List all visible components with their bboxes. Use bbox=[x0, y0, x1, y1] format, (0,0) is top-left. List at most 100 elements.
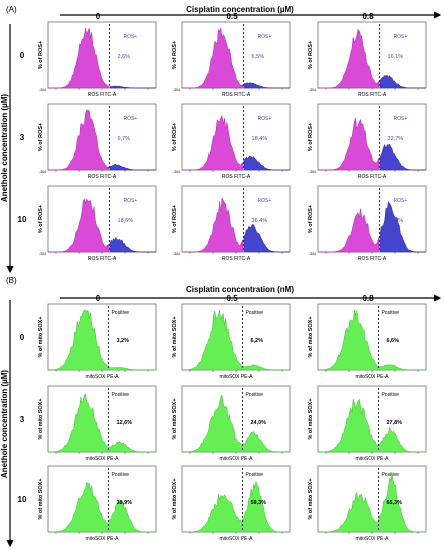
y-axis-label: % of ROS+ bbox=[172, 41, 178, 69]
gate-label: Positive bbox=[381, 392, 399, 398]
x-axis-label: ROS FITC-A bbox=[358, 256, 387, 262]
gate-label: Positive bbox=[245, 472, 263, 478]
column-header: 0.8 bbox=[362, 294, 374, 303]
y-axis-label: % of ROS+ bbox=[38, 41, 44, 69]
histogram-main-area bbox=[317, 309, 378, 371]
gate-label: Positive bbox=[245, 310, 263, 316]
y-axis-label: % of ROS+ bbox=[308, 41, 314, 69]
percent-positive-label: 32,7% bbox=[388, 136, 404, 142]
histogram-main-area bbox=[47, 309, 108, 371]
histogram-main-area bbox=[182, 115, 243, 171]
percent-positive-label: 6,6% bbox=[386, 338, 399, 344]
y-axis-label: % of mito SOX+ bbox=[308, 478, 314, 519]
histogram-b-r0-c2: Positive 6,6% % of mito SOX+ mitoSOX PE-A 0.… bbox=[308, 294, 427, 380]
gate-label: Positive bbox=[381, 472, 399, 478]
histogram-b-r2-c2: Positive 65,3% % of mito SOX+ mitoSOX PE-A bbox=[308, 465, 427, 542]
x-axis-label: mitoSOX PE-A bbox=[219, 456, 253, 462]
percent-positive-label: 12,6% bbox=[116, 420, 132, 426]
percent-positive-label: 2,6% bbox=[118, 54, 131, 60]
histogram-main-area bbox=[318, 208, 379, 253]
percent-positive-label: 62,3% bbox=[388, 218, 404, 224]
y-axis-label: % of ROS+ bbox=[38, 123, 44, 151]
x-tick-label-min: -304 bbox=[39, 88, 46, 92]
y-axis-label: % of ROS+ bbox=[172, 123, 178, 151]
histogram-positive-area bbox=[109, 236, 156, 253]
percent-positive-label: 59,3% bbox=[250, 500, 266, 506]
percent-positive-label: 3,2% bbox=[116, 338, 129, 344]
percent-positive-label: 36,4% bbox=[252, 218, 268, 224]
histogram-positive-area bbox=[378, 473, 426, 533]
histogram-positive-area bbox=[378, 426, 426, 453]
x-axis-label: ROS FITC-A bbox=[222, 256, 251, 262]
x-tick-label-min: -304 bbox=[173, 88, 180, 92]
gate-label: ROS+ bbox=[258, 198, 272, 204]
panel-a-grid: ROS+ 2,6% % of ROS+ ROS FITC-A -304 0 0 ROS+ 6,5… bbox=[18, 12, 427, 262]
row-header: 3 bbox=[20, 133, 25, 142]
y-axis-label: % of mito SOX+ bbox=[172, 316, 178, 357]
column-header: 0.5 bbox=[226, 12, 238, 21]
y-axis-label: % of ROS+ bbox=[308, 205, 314, 233]
x-axis-label: mitoSOX PE-A bbox=[219, 374, 253, 380]
histogram-positive-area bbox=[243, 224, 290, 253]
percent-positive-label: 6,2% bbox=[250, 338, 263, 344]
histogram-positive-area bbox=[108, 366, 156, 371]
gate-label: ROS+ bbox=[124, 116, 138, 122]
y-axis-label: % of mito SOX+ bbox=[38, 478, 44, 519]
histogram-a-r2-c2: ROS+ 62,3% % of ROS+ ROS FITC-A -304 bbox=[308, 185, 427, 262]
histogram-a-r0-c0: ROS+ 2,6% % of ROS+ ROS FITC-A -304 0 0 bbox=[20, 12, 157, 98]
x-tick-label-min: -304 bbox=[309, 170, 316, 174]
x-axis-label: mitoSOX PE-A bbox=[85, 536, 119, 542]
percent-positive-label: 6,7% bbox=[118, 136, 131, 142]
histogram-b-r1-c2: Positive 27,8% % of mito SOX+ mitoSOX PE-A bbox=[308, 385, 427, 462]
x-axis-label: ROS FITC-A bbox=[88, 174, 117, 180]
histogram-main-area bbox=[182, 27, 243, 89]
histogram-main-area bbox=[182, 493, 242, 533]
histogram-positive-area bbox=[379, 143, 426, 171]
x-axis-label: mitoSOX PE-A bbox=[219, 536, 253, 542]
row-header: 0 bbox=[20, 51, 25, 60]
row-header-b: Anethole concentration (µM) bbox=[0, 370, 9, 479]
percent-positive-label: 38,9% bbox=[116, 500, 132, 506]
panel-label-b: (B) bbox=[6, 276, 17, 285]
x-axis-label: ROS FITC-A bbox=[222, 174, 251, 180]
y-axis-label: % of ROS+ bbox=[172, 205, 178, 233]
y-axis-label: % of mito SOX+ bbox=[172, 398, 178, 439]
gate-label: ROS+ bbox=[394, 34, 408, 40]
histogram-main-area bbox=[48, 109, 109, 171]
x-axis-label: mitoSOX PE-A bbox=[85, 456, 119, 462]
histogram-a-r1-c1: ROS+ 18,4% % of ROS+ ROS FITC-A -304 bbox=[172, 103, 291, 180]
gate-label: Positive bbox=[381, 310, 399, 316]
histogram-positive-area bbox=[379, 200, 426, 253]
y-axis-label: % of mito SOX+ bbox=[308, 398, 314, 439]
row-header: 10 bbox=[18, 495, 27, 504]
y-axis-label: % of ROS+ bbox=[308, 123, 314, 151]
percent-positive-label: 27,8% bbox=[386, 420, 402, 426]
histogram-main-area bbox=[182, 196, 243, 253]
percent-positive-label: 24,0% bbox=[250, 420, 266, 426]
histogram-a-r0-c1: ROS+ 6,5% % of ROS+ ROS FITC-A -304 0.5 bbox=[172, 12, 291, 98]
column-header: 0 bbox=[96, 294, 101, 303]
histogram-a-r0-c2: ROS+ 16,1% % of ROS+ ROS FITC-A -304 0.8 bbox=[308, 12, 427, 98]
percent-positive-label: 18,6% bbox=[118, 218, 134, 224]
histogram-a-r1-c0: ROS+ 6,7% % of ROS+ ROS FITC-A -304 3 bbox=[20, 103, 157, 180]
gate-label: Positive bbox=[111, 392, 129, 398]
histogram-positive-area bbox=[108, 500, 156, 533]
histogram-main-area bbox=[48, 198, 109, 253]
row-header-a: Anethole concentration (µM) bbox=[0, 94, 9, 203]
histogram-main-area bbox=[318, 398, 378, 453]
x-tick-label-min: -304 bbox=[173, 252, 180, 256]
x-tick-label-min: -304 bbox=[173, 170, 180, 174]
histogram-main-area bbox=[318, 491, 378, 533]
percent-positive-label: 16,1% bbox=[388, 54, 404, 60]
x-axis-label: ROS FITC-A bbox=[88, 256, 117, 262]
gate-label: Positive bbox=[111, 310, 129, 316]
gate-label: ROS+ bbox=[124, 198, 138, 204]
panel-b-grid: Positive 3,2% % of mito SOX+ mitoSOX PE-A 0 0… bbox=[18, 294, 427, 542]
gate-label: ROS+ bbox=[258, 116, 272, 122]
row-header: 10 bbox=[18, 215, 27, 224]
gate-label: ROS+ bbox=[124, 34, 138, 40]
histogram-a-r1-c2: ROS+ 32,7% % of ROS+ ROS FITC-A -304 bbox=[308, 103, 427, 180]
histogram-positive-area bbox=[378, 364, 426, 371]
y-axis-label: % of ROS+ bbox=[38, 205, 44, 233]
x-axis-label: mitoSOX PE-A bbox=[85, 374, 119, 380]
